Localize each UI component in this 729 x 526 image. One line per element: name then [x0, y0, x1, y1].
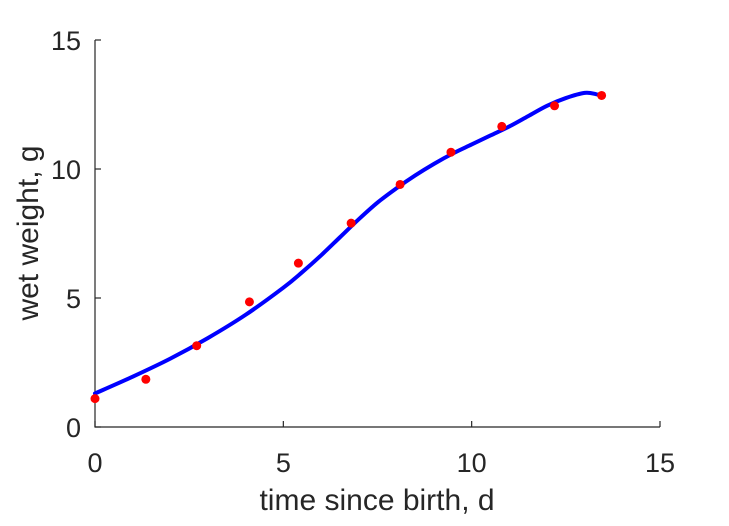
y-axis-ticks: 0 5 10 15 — [51, 26, 101, 443]
data-point — [346, 218, 356, 228]
x-tick-label: 10 — [457, 448, 487, 478]
y-tick-label: 15 — [51, 26, 81, 56]
data-point — [192, 341, 202, 351]
y-tick-label: 0 — [66, 413, 81, 443]
data-point — [395, 179, 405, 189]
y-axis-label: wet weight, g — [12, 145, 45, 321]
fit-curve — [93, 90, 606, 396]
axes — [94, 40, 660, 428]
data-point — [446, 147, 456, 157]
x-tick-label: 15 — [645, 448, 675, 478]
data-point — [244, 297, 254, 307]
x-tick-label: 0 — [87, 448, 102, 478]
data-point — [90, 394, 100, 404]
data-point — [550, 101, 560, 111]
y-tick-label: 10 — [51, 155, 81, 185]
series — [90, 90, 607, 404]
data-point — [597, 90, 607, 100]
data-point — [497, 121, 507, 131]
x-axis-ticks: 0 5 10 15 — [87, 421, 675, 478]
x-axis-label: time since birth, d — [259, 484, 494, 517]
x-tick-label: 5 — [276, 448, 291, 478]
y-tick-label: 5 — [66, 284, 81, 314]
data-point — [293, 258, 303, 268]
data-point — [141, 374, 151, 384]
